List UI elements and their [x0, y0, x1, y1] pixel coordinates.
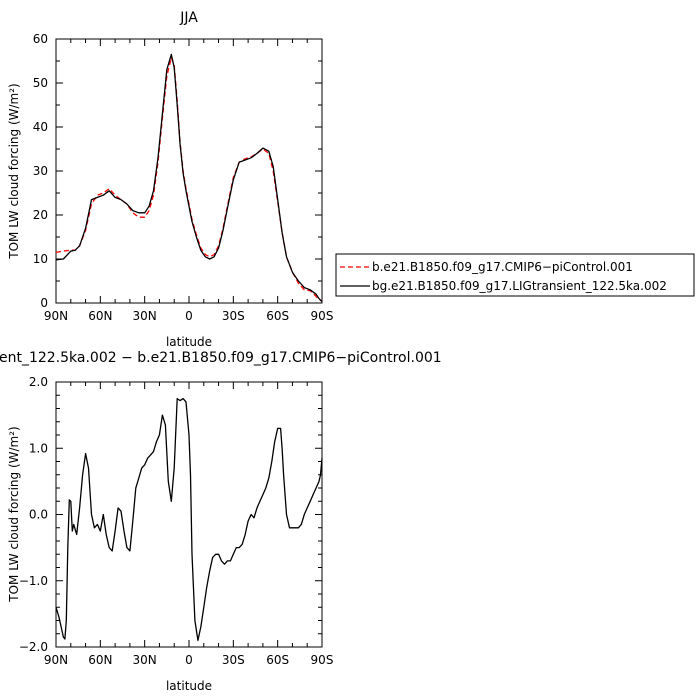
top-plot-frame	[55, 38, 323, 304]
bottom-x-tick-label: 30S	[222, 653, 245, 667]
bottom-x-axis-label: latitude	[166, 679, 212, 693]
bottom-plot-frame	[55, 381, 323, 648]
top-series-group	[55, 53, 323, 303]
bottom-x-tick-label: 60N	[88, 653, 112, 667]
top-x-tick-label: 60S	[266, 309, 289, 323]
top-x-tick-label: 30S	[222, 309, 245, 323]
top-x-tick-label: 30N	[133, 309, 157, 323]
bottom-x-tick-label: 60S	[266, 653, 289, 667]
top-x-tick-label: 90S	[311, 309, 334, 323]
top-y-axis-label: TOM LW cloud forcing (W/m²)	[7, 83, 21, 260]
bottom-y-tick-label: −1.0	[19, 574, 48, 588]
legend-label-control: b.e21.B1850.f09_g17.CMIP6−piControl.001	[372, 260, 633, 274]
top-y-tick-label: 0	[40, 296, 48, 310]
top-x-tick-label: 90N	[44, 309, 68, 323]
legend-box	[335, 253, 695, 297]
bottom-y-tick-label: 1.0	[29, 441, 48, 455]
top-y-tick-label: 10	[33, 252, 48, 266]
bottom-chart-title: LIGtransient_122.5ka.002 − b.e21.B1850.f…	[0, 350, 442, 366]
bottom-x-tick-label: 30N	[133, 653, 157, 667]
top-x-axis-label: latitude	[166, 335, 212, 349]
bottom-y-tick-label: −2.0	[19, 640, 48, 654]
bottom-y-tick-label: 2.0	[29, 375, 48, 389]
top-y-tick-label: 40	[33, 120, 48, 134]
bottom-series-line-0	[55, 397, 323, 642]
top-y-tick-label: 50	[33, 76, 48, 90]
bottom-y-tick-label: 0.0	[29, 508, 48, 522]
top-series-line-1	[55, 53, 323, 303]
bottom-y-axis-label: TOM LW cloud forcing (W/m²)	[7, 426, 21, 603]
top-y-tick-label: 30	[33, 164, 48, 178]
top-axis-ticks: 90N 60N 30N 0 30S 60S 90S 0 10 20 30 40 50 60	[33, 32, 334, 323]
bottom-x-tick-label: 90N	[44, 653, 68, 667]
bottom-x-tick-label: 0	[185, 653, 193, 667]
bottom-x-tick-label: 90S	[311, 653, 334, 667]
bottom-axis-ticks: 90N 60N 30N 0 30S 60S 90S −2.0 −1.0 0.0 1.0 2.0	[19, 375, 334, 667]
legend: b.e21.B1850.f09_g17.CMIP6−piControl.001 …	[335, 253, 695, 297]
bottom-series-group	[55, 397, 323, 642]
top-x-tick-label: 0	[185, 309, 193, 323]
top-x-tick-label: 60N	[88, 309, 112, 323]
legend-label-lig: bg.e21.B1850.f09_g17.LIGtransient_122.5k…	[372, 279, 667, 293]
top-y-tick-label: 60	[33, 32, 48, 46]
top-panel: JJA 90N 60N 30N 0 30S 60S 90S 0 10 20 30 40 50 60 lat…	[7, 10, 333, 349]
top-series-line-0	[55, 56, 323, 302]
top-y-tick-label: 20	[33, 208, 48, 222]
top-chart-title: JJA	[179, 10, 198, 26]
bottom-panel: LIGtransient_122.5ka.002 − b.e21.B1850.f…	[0, 350, 442, 693]
